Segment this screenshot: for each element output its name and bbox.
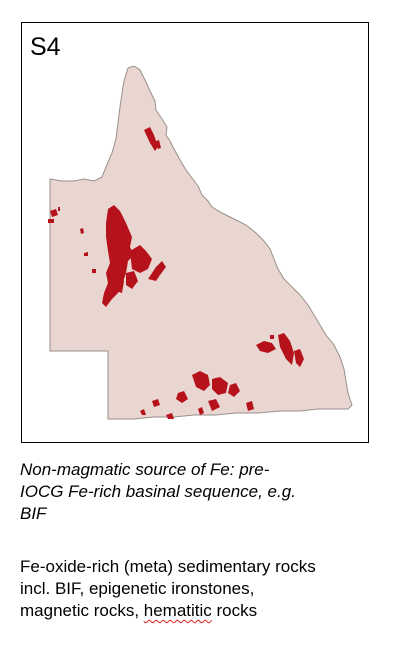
map-panel: S4: [21, 22, 369, 443]
unit-isa-east: [130, 245, 152, 273]
unit-cape-york-a: [144, 127, 158, 151]
unit-isa-spur: [110, 241, 122, 263]
unit-east-d: [270, 335, 274, 339]
unit-south-b: [212, 377, 228, 395]
caption-line-3: BIF: [20, 504, 47, 523]
description: Fe-oxide-rich (meta) sedimentary rocks i…: [20, 556, 390, 622]
unit-scatter-3: [92, 269, 96, 273]
description-line-3-pre: magnetic rocks,: [20, 601, 144, 620]
unit-south-g: [140, 409, 146, 415]
italic-caption: Non-magmatic source of Fe: pre- IOCG Fe-…: [20, 459, 380, 525]
caption-line-1: Non-magmatic source of Fe: pre-: [20, 460, 270, 479]
description-line-2: incl. BIF, epigenetic ironstones,: [20, 579, 255, 598]
unit-west-a: [50, 209, 58, 217]
description-line-3: magnetic rocks, hematitic rocks: [20, 600, 390, 622]
unit-west-b: [48, 219, 54, 223]
unit-east-a: [256, 341, 276, 353]
unit-scatter-2: [84, 252, 88, 256]
unit-south-f: [152, 399, 160, 407]
queensland-map: [48, 65, 353, 420]
unit-south-h: [246, 401, 254, 411]
fe-rich-units: [48, 127, 304, 419]
queensland-landmass: [49, 65, 353, 420]
panel-label: S4: [30, 33, 61, 61]
unit-south-c: [228, 383, 240, 397]
unit-east-c: [294, 349, 304, 367]
unit-east-b: [278, 333, 294, 365]
unit-west-c: [58, 207, 60, 211]
unit-south-d: [176, 391, 188, 403]
unit-scatter-1: [80, 228, 84, 234]
unit-isa-fan: [148, 261, 166, 281]
unit-south-e: [208, 399, 220, 411]
unit-isa-south-b: [126, 271, 138, 289]
description-line-3-post: rocks: [211, 601, 258, 620]
unit-isa-south-a: [114, 269, 124, 293]
unit-south-j: [198, 407, 204, 415]
spellcheck-flagged-word: hematitic: [143, 601, 212, 620]
description-line-1: Fe-oxide-rich (meta) sedimentary rocks: [20, 557, 316, 576]
unit-south-a: [192, 371, 210, 391]
caption-line-2: IOCG Fe-rich basinal sequence, e.g.: [20, 482, 296, 501]
unit-south-i: [166, 413, 174, 419]
unit-cape-york-b: [156, 140, 161, 149]
